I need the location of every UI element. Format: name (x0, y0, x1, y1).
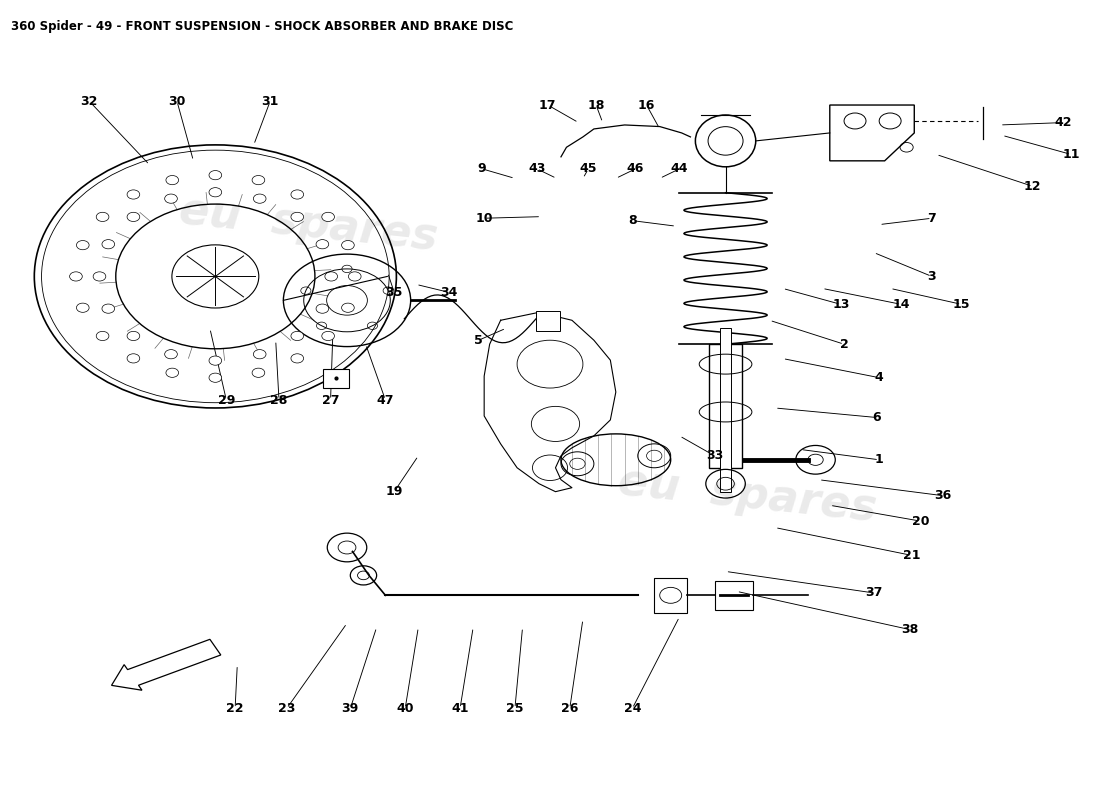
Bar (710, 344, 742, 468)
Text: 9: 9 (477, 162, 486, 175)
Text: 14: 14 (892, 298, 910, 311)
Text: 11: 11 (1063, 148, 1080, 161)
Text: 45: 45 (580, 162, 597, 175)
Circle shape (209, 170, 222, 180)
Circle shape (165, 350, 177, 359)
Text: 30: 30 (168, 94, 186, 107)
Circle shape (349, 272, 361, 281)
Text: 39: 39 (342, 702, 359, 715)
Circle shape (324, 272, 338, 281)
Text: 8: 8 (628, 214, 637, 227)
Text: 47: 47 (376, 394, 394, 406)
Text: 46: 46 (627, 162, 645, 175)
Circle shape (102, 240, 114, 249)
Text: 33: 33 (706, 450, 723, 462)
Text: 44: 44 (671, 162, 689, 175)
Text: eu  spares: eu spares (177, 190, 440, 259)
Text: 25: 25 (506, 702, 524, 715)
Text: 37: 37 (865, 586, 882, 599)
FancyBboxPatch shape (536, 311, 560, 331)
FancyArrow shape (111, 639, 221, 690)
Text: 42: 42 (1055, 116, 1072, 129)
Circle shape (102, 304, 114, 314)
Circle shape (128, 331, 140, 341)
Circle shape (252, 368, 265, 378)
Circle shape (316, 240, 329, 249)
Text: 34: 34 (440, 286, 458, 299)
Circle shape (253, 350, 266, 359)
Text: 16: 16 (638, 98, 656, 111)
Text: 1: 1 (874, 454, 883, 466)
Circle shape (209, 356, 222, 366)
Text: 12: 12 (1024, 180, 1042, 193)
Text: 22: 22 (227, 702, 244, 715)
Text: 18: 18 (587, 98, 605, 111)
Circle shape (128, 354, 140, 363)
Text: 2: 2 (839, 338, 848, 350)
Text: 29: 29 (218, 394, 235, 406)
Circle shape (165, 194, 177, 203)
Text: 4: 4 (874, 371, 883, 384)
Text: eu  spares: eu spares (616, 461, 879, 530)
Text: 20: 20 (912, 514, 930, 528)
Text: 21: 21 (903, 549, 921, 562)
Text: 38: 38 (901, 623, 918, 636)
Text: 23: 23 (278, 702, 296, 715)
Circle shape (96, 212, 109, 222)
Text: 5: 5 (474, 334, 483, 346)
Circle shape (69, 272, 82, 281)
Circle shape (209, 373, 222, 382)
Circle shape (342, 303, 354, 312)
Circle shape (128, 212, 140, 222)
Circle shape (76, 303, 89, 312)
Text: 35: 35 (385, 286, 403, 299)
Text: 36: 36 (934, 489, 952, 502)
Circle shape (342, 241, 354, 250)
Circle shape (253, 194, 266, 203)
Circle shape (94, 272, 106, 281)
Text: 26: 26 (561, 702, 579, 715)
Circle shape (290, 212, 304, 222)
Bar (720, 328, 732, 492)
Circle shape (128, 190, 140, 199)
Text: 10: 10 (475, 212, 493, 225)
Text: 24: 24 (624, 702, 641, 715)
Circle shape (166, 368, 178, 378)
Text: 32: 32 (80, 94, 98, 107)
Text: 41: 41 (451, 702, 469, 715)
FancyBboxPatch shape (323, 369, 349, 388)
Circle shape (76, 241, 89, 250)
Text: 13: 13 (832, 298, 849, 311)
Text: 360 Spider - 49 - FRONT SUSPENSION - SHOCK ABSORBER AND BRAKE DISC: 360 Spider - 49 - FRONT SUSPENSION - SHO… (11, 20, 514, 33)
Text: 6: 6 (872, 411, 881, 424)
Circle shape (322, 331, 334, 341)
Text: 19: 19 (385, 485, 403, 498)
Text: 27: 27 (322, 394, 339, 406)
Circle shape (166, 175, 178, 185)
Circle shape (322, 212, 334, 222)
Text: 7: 7 (927, 212, 936, 225)
Text: 43: 43 (528, 162, 546, 175)
Text: 40: 40 (396, 702, 414, 715)
Circle shape (252, 175, 265, 185)
Circle shape (290, 354, 304, 363)
Circle shape (96, 331, 109, 341)
Text: 17: 17 (539, 98, 557, 111)
Circle shape (209, 188, 222, 197)
Circle shape (316, 304, 329, 314)
Text: 3: 3 (927, 270, 936, 283)
Text: 15: 15 (953, 298, 970, 311)
Text: 31: 31 (262, 94, 279, 107)
Circle shape (290, 331, 304, 341)
Circle shape (290, 190, 304, 199)
Text: 28: 28 (271, 394, 288, 406)
